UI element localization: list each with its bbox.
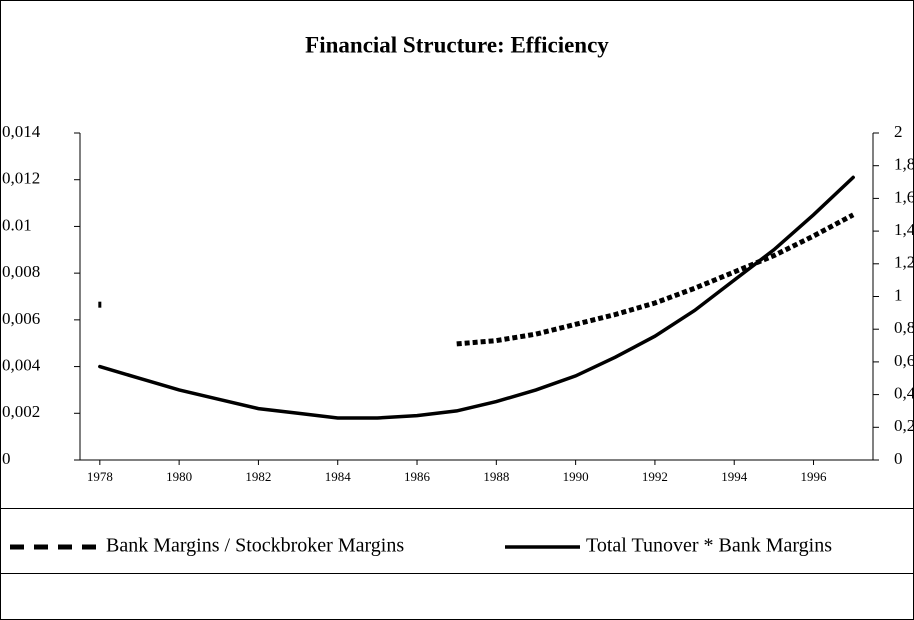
y2-tick-label: 1 <box>894 285 903 304</box>
x-tick-label: 1984 <box>325 469 352 484</box>
x-tick-label: 1986 <box>404 469 431 484</box>
x-tick-label: 1980 <box>166 469 192 484</box>
y-tick-label: 0 <box>2 449 11 468</box>
y-tick-label: 0,004 <box>2 355 41 374</box>
legend-label: Total Tunover * Bank Margins <box>586 535 832 557</box>
y2-tick-label: 0,2 <box>894 416 914 435</box>
y2-tick-label: 1,2 <box>894 253 914 272</box>
legend-box <box>0 508 914 574</box>
x-tick-label: 1978 <box>87 469 113 484</box>
legend-label: Bank Margins / Stockbroker Margins <box>106 535 404 557</box>
y-tick-label: 0,014 <box>2 122 41 141</box>
y2-tick-label: 1,6 <box>894 187 914 206</box>
x-tick-label: 1990 <box>563 469 589 484</box>
y2-tick-label: 1,8 <box>894 155 914 174</box>
y2-tick-label: 1,4 <box>894 220 914 239</box>
y-tick-label: 0,006 <box>2 309 40 328</box>
y-tick-label: 0,002 <box>2 402 40 421</box>
series-line <box>456 212 855 347</box>
y2-tick-label: 0,8 <box>894 318 914 337</box>
y2-tick-label: 0,6 <box>894 351 914 370</box>
y-tick-label: 0.01 <box>2 215 32 234</box>
y-tick-label: 0,012 <box>2 169 40 188</box>
chart-title: Financial Structure: Efficiency <box>305 32 609 57</box>
x-tick-label: 1982 <box>245 469 271 484</box>
y-tick-label: 0,008 <box>2 262 40 281</box>
y2-tick-label: 0 <box>894 449 903 468</box>
x-tick-label: 1992 <box>642 469 668 484</box>
x-tick-label: 1996 <box>801 469 828 484</box>
series-point <box>98 301 102 308</box>
x-tick-label: 1988 <box>483 469 509 484</box>
x-tick-label: 1994 <box>721 469 748 484</box>
y2-tick-label: 2 <box>894 122 903 141</box>
series-line <box>98 175 855 420</box>
y2-tick-label: 0,4 <box>894 384 914 403</box>
